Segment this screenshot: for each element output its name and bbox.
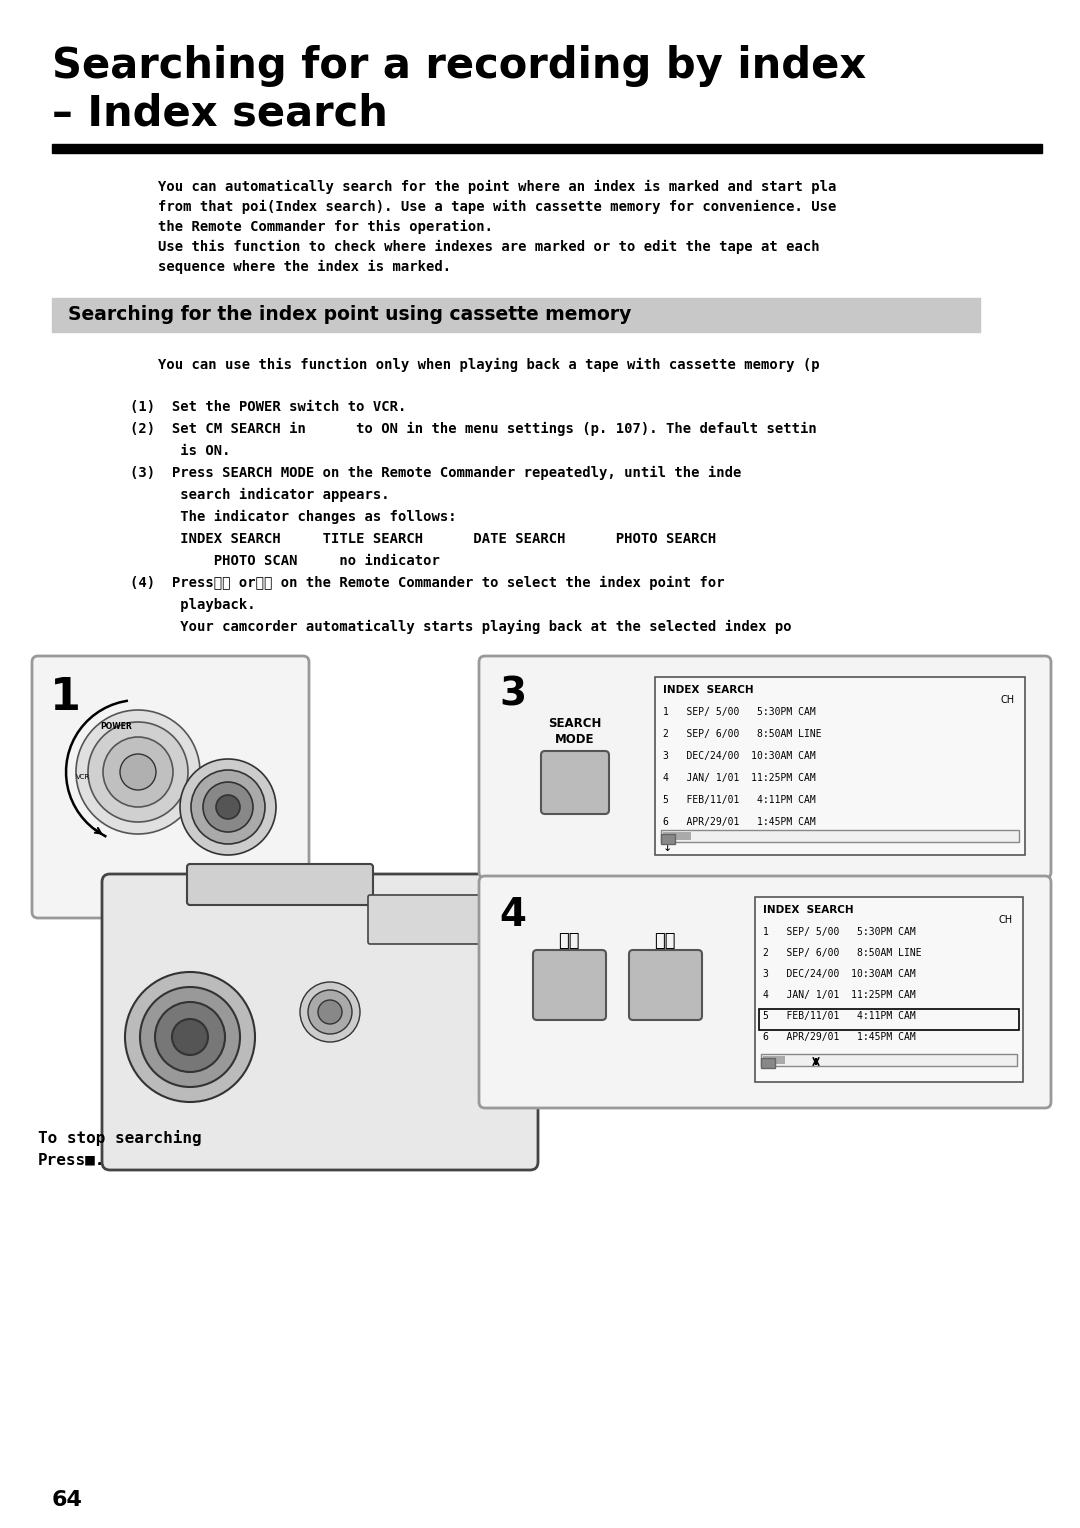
Text: ⏭⏭: ⏭⏭	[654, 932, 676, 950]
Text: You can automatically search for the point where an index is marked and start pl: You can automatically search for the poi…	[158, 180, 836, 194]
Circle shape	[191, 770, 265, 843]
Text: CH: CH	[999, 915, 1013, 924]
Bar	[52, 144, 1042, 153]
Text: 3   DEC/24/00  10:30AM CAM: 3 DEC/24/00 10:30AM CAM	[663, 750, 815, 761]
Circle shape	[552, 927, 562, 937]
Text: 5   FEB/11/01   4:11PM CAM: 5 FEB/11/01 4:11PM CAM	[762, 1012, 916, 1021]
Text: You can use this function only when playing back a tape with cassette memory (p: You can use this function only when play…	[158, 358, 820, 373]
Circle shape	[588, 927, 598, 937]
FancyBboxPatch shape	[534, 950, 606, 1021]
Text: 6   APR/29/01   1:45PM CAM: 6 APR/29/01 1:45PM CAM	[663, 817, 815, 827]
FancyBboxPatch shape	[102, 874, 538, 1170]
Bar	[759, 1008, 1020, 1030]
Text: Searching for the index point using cassette memory: Searching for the index point using cass…	[68, 306, 632, 324]
FancyBboxPatch shape	[480, 656, 1051, 879]
Text: 4: 4	[499, 895, 526, 934]
Text: (1)  Set the POWER switch to VCR.: (1) Set the POWER switch to VCR.	[130, 400, 406, 414]
Text: playback.: playback.	[130, 597, 256, 613]
Text: To stop searching: To stop searching	[38, 1131, 202, 1146]
Circle shape	[156, 1002, 225, 1073]
Circle shape	[308, 990, 352, 1034]
Text: 1   SEP/ 5/00   5:30PM CAM: 1 SEP/ 5/00 5:30PM CAM	[762, 927, 916, 937]
Text: 64: 64	[52, 1490, 83, 1510]
Bar	[755, 897, 1023, 1082]
Circle shape	[216, 795, 240, 819]
Text: INDEX SEARCH     TITLE SEARCH      DATE SEARCH      PHOTO SEARCH: INDEX SEARCH TITLE SEARCH DATE SEARCH PH…	[130, 532, 716, 545]
Text: the Remote Commander for this operation.: the Remote Commander for this operation.	[158, 220, 492, 234]
Text: Use this function to check where indexes are marked or to edit the tape at each: Use this function to check where indexes…	[158, 240, 820, 254]
Text: SEARCH: SEARCH	[549, 717, 602, 730]
Text: CH: CH	[1001, 695, 1015, 704]
Text: The indicator changes as follows:: The indicator changes as follows:	[130, 510, 457, 524]
Text: from that poi(Index search). Use a tape with cassette memory for convenience. Us: from that poi(Index search). Use a tape …	[158, 200, 836, 214]
Text: INDEX  SEARCH: INDEX SEARCH	[762, 905, 853, 915]
FancyBboxPatch shape	[480, 876, 1051, 1108]
FancyBboxPatch shape	[629, 950, 702, 1021]
Text: POWER: POWER	[100, 723, 132, 730]
Text: 5   FEB/11/01   4:11PM CAM: 5 FEB/11/01 4:11PM CAM	[663, 795, 815, 805]
Text: sequence where the index is marked.: sequence where the index is marked.	[158, 260, 451, 274]
Circle shape	[552, 947, 562, 957]
Text: 1: 1	[50, 675, 81, 720]
Circle shape	[300, 983, 360, 1042]
Text: 6   APR/29/01   1:45PM CAM: 6 APR/29/01 1:45PM CAM	[762, 1031, 916, 1042]
Circle shape	[588, 947, 598, 957]
FancyBboxPatch shape	[368, 895, 502, 944]
Text: 2   SEP/ 6/00   8:50AM LINE: 2 SEP/ 6/00 8:50AM LINE	[762, 947, 921, 958]
Text: ↓: ↓	[663, 843, 673, 853]
Text: MODE: MODE	[555, 733, 595, 746]
Circle shape	[552, 967, 562, 976]
Circle shape	[203, 782, 253, 833]
Text: 4   JAN/ 1/01  11:25PM CAM: 4 JAN/ 1/01 11:25PM CAM	[663, 773, 815, 782]
Circle shape	[125, 972, 255, 1102]
Bar	[762, 1056, 785, 1063]
Text: is ON.: is ON.	[130, 445, 230, 458]
Bar	[661, 830, 1020, 842]
Circle shape	[76, 711, 200, 834]
Circle shape	[172, 1019, 208, 1054]
Circle shape	[318, 999, 342, 1024]
Bar	[661, 834, 675, 843]
FancyBboxPatch shape	[32, 656, 309, 918]
Text: (3)  Press SEARCH MODE on the Remote Commander repeatedly, until the inde: (3) Press SEARCH MODE on the Remote Comm…	[130, 466, 741, 480]
Text: 2   SEP/ 6/00   8:50AM LINE: 2 SEP/ 6/00 8:50AM LINE	[663, 729, 822, 740]
Circle shape	[140, 987, 240, 1086]
Text: ↓: ↓	[762, 1057, 772, 1067]
Circle shape	[570, 967, 580, 976]
Text: 1   SEP/ 5/00   5:30PM CAM: 1 SEP/ 5/00 5:30PM CAM	[663, 707, 815, 717]
Circle shape	[103, 736, 173, 807]
Text: search indicator appears.: search indicator appears.	[130, 487, 390, 503]
FancyBboxPatch shape	[187, 863, 373, 905]
Bar	[52, 298, 980, 332]
Bar	[663, 833, 691, 840]
Text: Searching for a recording by index: Searching for a recording by index	[52, 44, 866, 87]
Bar	[761, 1054, 1017, 1067]
Circle shape	[87, 723, 188, 822]
Text: (4)  Press⏮⏮ or⏭⏭ on the Remote Commander to select the index point for: (4) Press⏮⏮ or⏭⏭ on the Remote Commander…	[130, 576, 725, 590]
Text: Press■.: Press■.	[38, 1152, 106, 1167]
Circle shape	[180, 759, 276, 856]
Text: 3: 3	[499, 675, 526, 714]
Text: 3   DEC/24/00  10:30AM CAM: 3 DEC/24/00 10:30AM CAM	[762, 969, 916, 979]
Circle shape	[570, 947, 580, 957]
FancyBboxPatch shape	[541, 750, 609, 814]
Text: INDEX  SEARCH: INDEX SEARCH	[663, 685, 754, 695]
Text: ⏮⏮: ⏮⏮	[558, 932, 580, 950]
Text: PHOTO SCAN     no indicator: PHOTO SCAN no indicator	[130, 555, 440, 568]
Bar	[654, 677, 1025, 856]
Text: (2)  Set CM SEARCH in      to ON in the menu settings (p. 107). The default sett: (2) Set CM SEARCH in to ON in the menu s…	[130, 422, 816, 435]
Text: VCR: VCR	[76, 775, 91, 779]
Text: – Index search: – Index search	[52, 93, 388, 134]
Circle shape	[120, 753, 156, 790]
Circle shape	[588, 967, 598, 976]
Text: 4   JAN/ 1/01  11:25PM CAM: 4 JAN/ 1/01 11:25PM CAM	[762, 990, 916, 999]
Text: Your camcorder automatically starts playing back at the selected index po: Your camcorder automatically starts play…	[130, 620, 792, 634]
Circle shape	[570, 927, 580, 937]
FancyBboxPatch shape	[541, 908, 619, 1005]
Bar	[761, 1057, 775, 1068]
